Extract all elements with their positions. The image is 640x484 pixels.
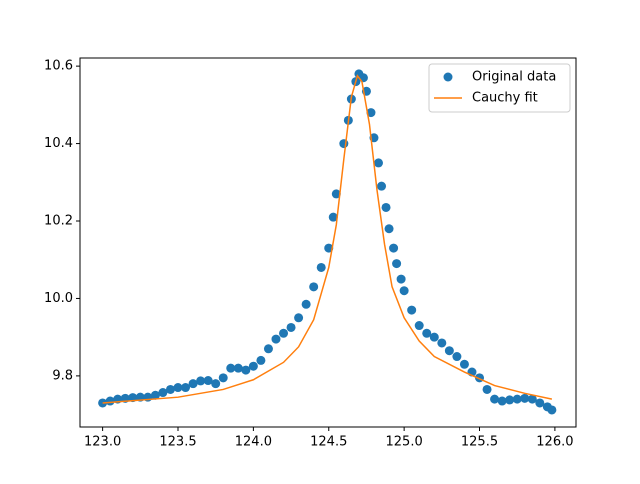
data-point <box>203 376 213 386</box>
data-point <box>324 243 334 253</box>
data-point <box>286 322 296 332</box>
data-point <box>399 286 409 296</box>
data-point <box>497 396 507 406</box>
data-point <box>271 334 281 344</box>
data-point <box>150 390 160 400</box>
data-point <box>158 388 168 398</box>
data-point <box>196 376 206 386</box>
data-point <box>188 379 198 389</box>
y-tick-label: 10.2 <box>44 214 73 229</box>
x-tick-label: 126.0 <box>536 435 573 450</box>
data-point <box>366 108 376 118</box>
legend-label: Cauchy fit <box>472 91 538 106</box>
legend-label: Original data <box>472 70 556 85</box>
x-tick-label: 125.0 <box>386 435 423 450</box>
x-tick-label: 123.0 <box>84 435 121 450</box>
legend-box <box>428 63 571 113</box>
data-point <box>339 139 349 149</box>
data-point <box>389 243 399 253</box>
data-point <box>263 344 273 354</box>
data-point <box>309 282 319 292</box>
data-point <box>512 394 522 404</box>
data-point <box>294 313 304 323</box>
data-point <box>384 224 394 234</box>
data-point <box>181 383 191 393</box>
y-tick-label: 10.6 <box>44 59 73 74</box>
data-point <box>547 405 557 415</box>
data-point <box>211 379 221 389</box>
data-point <box>165 384 175 394</box>
data-point <box>105 396 115 406</box>
data-point <box>358 73 368 83</box>
data-point <box>444 346 454 356</box>
data-point <box>316 262 326 272</box>
x-tick-label: 125.5 <box>461 435 498 450</box>
data-point <box>328 212 338 222</box>
data-point <box>459 359 469 369</box>
data-point <box>377 181 387 191</box>
data-point <box>392 259 402 269</box>
data-point <box>527 394 537 404</box>
data-point <box>407 305 417 315</box>
data-point <box>396 274 406 284</box>
data-point <box>226 363 236 373</box>
data-point <box>535 398 545 408</box>
legend-marker <box>443 72 453 82</box>
x-tick-label: 123.5 <box>159 435 196 450</box>
y-tick-label: 10.4 <box>44 136 73 151</box>
data-point <box>256 355 266 365</box>
data-point <box>241 365 251 375</box>
x-tick-label: 124.0 <box>235 435 272 450</box>
y-tick-label: 9.8 <box>52 368 73 383</box>
data-point <box>505 395 515 405</box>
data-point <box>248 361 258 371</box>
data-point <box>452 352 462 362</box>
data-point <box>422 328 432 338</box>
data-point <box>437 338 447 348</box>
data-point <box>173 383 183 393</box>
y-tick-label: 10.0 <box>44 291 73 306</box>
data-point <box>490 394 500 404</box>
plot-area <box>98 69 557 415</box>
data-point <box>279 328 289 338</box>
data-point <box>374 158 384 168</box>
data-point <box>331 189 341 199</box>
data-point <box>381 202 391 212</box>
data-point <box>233 363 243 373</box>
fit-line <box>102 74 553 404</box>
data-point <box>218 373 228 383</box>
data-point <box>414 321 424 331</box>
data-point <box>520 393 530 403</box>
data-point <box>301 299 311 309</box>
data-point <box>482 384 492 394</box>
data-point <box>429 332 439 342</box>
axes-frame <box>79 57 577 428</box>
legend: Original data Cauchy fit <box>428 63 571 113</box>
x-tick-label: 124.5 <box>310 435 347 450</box>
